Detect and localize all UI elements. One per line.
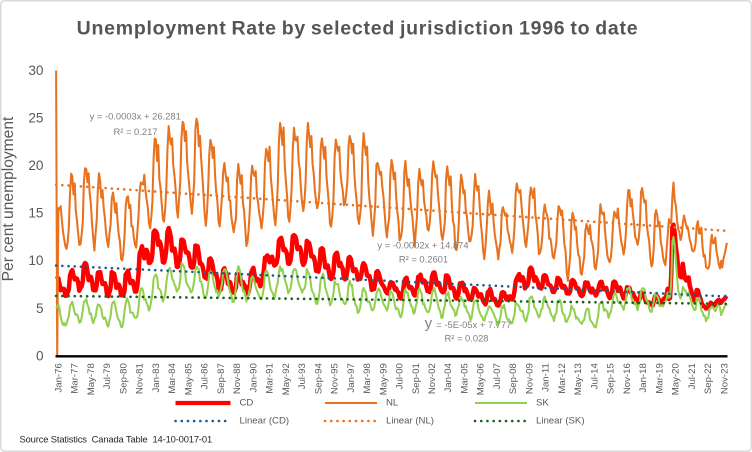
svg-text:Mar-19: Mar-19	[655, 363, 666, 393]
svg-text:20: 20	[28, 158, 44, 173]
svg-text:May-78: May-78	[86, 363, 97, 395]
svg-text:May-06: May-06	[476, 363, 487, 395]
svg-text:Sep-22: Sep-22	[703, 363, 714, 394]
svg-text:May-92: May-92	[281, 363, 292, 395]
svg-text:25: 25	[28, 111, 43, 126]
svg-text:Sep-01: Sep-01	[411, 363, 422, 394]
svg-text:Jul-14: Jul-14	[590, 363, 601, 390]
svg-text:Sep-08: Sep-08	[508, 363, 519, 394]
svg-text:Jul-07: Jul-07	[492, 363, 503, 389]
svg-text:NL: NL	[386, 398, 399, 409]
svg-text:R² = 0.2601: R² = 0.2601	[399, 253, 448, 264]
svg-text:30: 30	[28, 63, 44, 78]
svg-text:15: 15	[28, 206, 43, 221]
svg-text:Nov-02: Nov-02	[427, 363, 438, 394]
svg-text:Jan-76: Jan-76	[53, 363, 64, 392]
svg-text:Jan-90: Jan-90	[248, 363, 259, 392]
svg-text:Linear (NL): Linear (NL)	[386, 416, 434, 427]
svg-text:y = -0.0002x + 14.874: y = -0.0002x + 14.874	[377, 240, 468, 251]
svg-text:SK: SK	[536, 398, 549, 409]
svg-text:Mar-91: Mar-91	[265, 363, 276, 393]
svg-text:Sep-80: Sep-80	[118, 363, 129, 394]
svg-text:Mar-77: Mar-77	[70, 363, 81, 393]
svg-text:Jul-21: Jul-21	[687, 363, 698, 389]
svg-text:0: 0	[36, 348, 44, 363]
svg-text:Nov-88: Nov-88	[232, 363, 243, 394]
svg-text:May-20: May-20	[671, 363, 682, 395]
svg-text:May-99: May-99	[378, 363, 389, 395]
svg-text:May-13: May-13	[573, 363, 584, 395]
svg-text:May-85: May-85	[183, 363, 194, 395]
svg-text:Jan-97: Jan-97	[346, 363, 357, 392]
svg-text:Linear (CD): Linear (CD)	[240, 416, 290, 427]
svg-text:Sep-15: Sep-15	[606, 363, 617, 394]
svg-text:Sep-94: Sep-94	[313, 363, 324, 395]
svg-text:Nov-16: Nov-16	[622, 363, 633, 394]
svg-text:Source Statistics Canada Tabl: Source Statistics Canada Table 14-10-001…	[20, 433, 213, 444]
svg-text:Nov-23: Nov-23	[720, 363, 731, 394]
svg-text:y = -5E-05x + 7.777: y = -5E-05x + 7.777	[425, 315, 512, 332]
svg-text:10: 10	[28, 253, 44, 268]
svg-text:Jul-86: Jul-86	[200, 363, 211, 389]
svg-text:y = -0.0003x + 26.281: y = -0.0003x + 26.281	[90, 110, 181, 121]
svg-text:5: 5	[36, 301, 44, 316]
svg-text:Linear (SK): Linear (SK)	[536, 416, 585, 427]
svg-text:Mar-84: Mar-84	[167, 363, 178, 394]
svg-text:Sep-87: Sep-87	[216, 363, 227, 394]
svg-text:Mar-05: Mar-05	[460, 363, 471, 393]
svg-text:Jul-00: Jul-00	[395, 363, 406, 389]
svg-text:R² = 0.028: R² = 0.028	[444, 332, 488, 343]
svg-text:Jan-11: Jan-11	[541, 363, 552, 392]
svg-text:Jan-04: Jan-04	[443, 363, 454, 393]
svg-text:Nov-95: Nov-95	[330, 363, 341, 394]
svg-text:Nov-09: Nov-09	[525, 363, 536, 394]
svg-text:Nov-81: Nov-81	[135, 363, 146, 394]
svg-text:Mar-12: Mar-12	[557, 363, 568, 393]
svg-text:Jul-79: Jul-79	[102, 363, 113, 389]
svg-text:Jan-83: Jan-83	[151, 363, 162, 392]
svg-text:Per cent unemployment: Per cent unemployment	[0, 116, 17, 281]
svg-text:Jan-18: Jan-18	[638, 363, 649, 392]
svg-text:Mar-98: Mar-98	[362, 363, 373, 393]
svg-text:Unemployment Rate by selected: Unemployment Rate by selected jurisdicti…	[77, 18, 639, 40]
svg-text:CD: CD	[240, 398, 254, 409]
svg-text:R² = 0.217: R² = 0.217	[113, 126, 157, 137]
svg-text:Jul-93: Jul-93	[297, 363, 308, 389]
